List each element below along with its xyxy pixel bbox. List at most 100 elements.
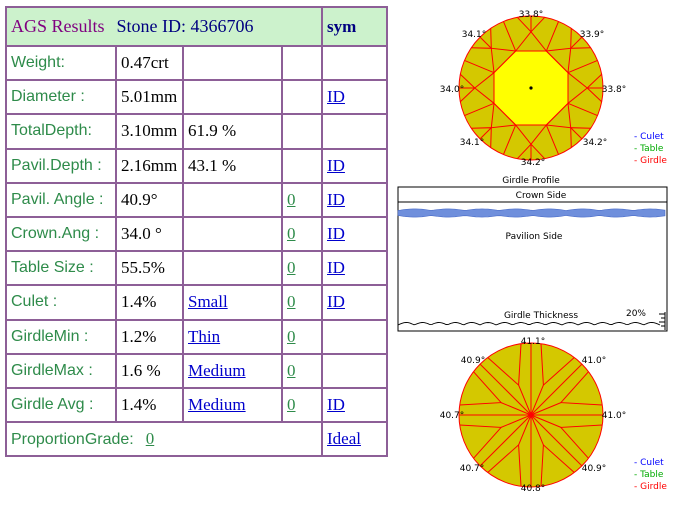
culet-desc-link[interactable]: Small <box>188 292 228 312</box>
row-culet: Culet : 1.4% Small 0 ID <box>5 284 388 321</box>
girdle-thickness-wave <box>397 322 661 326</box>
crown-diagram: 33.8° 34.1° 33.9° 34.0° 33.8° 34.1° 34.2… <box>440 10 627 168</box>
weight-label: Weight: <box>5 44 117 82</box>
crown-angle-top-right: 33.9° <box>580 30 605 40</box>
crown-angle-bottom-left: 34.1° <box>460 138 485 148</box>
results-title: AGS Results <box>11 16 105 36</box>
crown-facet-edge <box>502 124 517 155</box>
row-pavilangle: Pavil. Angle : 40.9° 0 ID <box>5 181 388 218</box>
pavilion-side-label: Pavilion Side <box>506 232 563 242</box>
crown-facet-edge <box>502 21 517 52</box>
crown-angle-bottom-right: 34.2° <box>583 138 608 148</box>
diameter-id-link[interactable]: ID <box>327 87 345 107</box>
crown-facet-edge <box>545 124 560 155</box>
pavilion-legend-table: - Table <box>634 470 664 480</box>
crown-facet-edge <box>545 21 560 52</box>
tablesize-id-link[interactable]: ID <box>327 258 345 278</box>
culet-id-link[interactable]: ID <box>327 292 345 312</box>
pavilion-facet-edge <box>500 402 532 416</box>
tablesize-grade-link[interactable]: 0 <box>287 258 296 278</box>
girdlemin-desc-link[interactable]: Thin <box>188 326 221 346</box>
pavilangle-id-link[interactable]: ID <box>327 189 345 209</box>
pavilion-diagram: 41.1° 40.9° 41.0° 40.7° 41.0° 40.7° 40.9… <box>440 337 627 494</box>
pavilion-main-facet <box>479 414 532 467</box>
row-crownang: Crown.Ang : 34.0 ° 0 ID <box>5 215 388 253</box>
row-pavildepth: Pavil.Depth : 2.16mm 43.1 % ID <box>5 147 388 184</box>
girdleavg-id-link[interactable]: ID <box>327 394 345 414</box>
pav-angle-bottom-left: 40.7° <box>460 464 485 474</box>
proportion-label: ProportionGrade: <box>11 431 134 449</box>
culet-dot <box>529 86 533 90</box>
culet-value: 1.4% <box>115 284 184 321</box>
crown-side-label: Crown Side <box>516 191 567 201</box>
crown-star-facet <box>473 71 495 105</box>
stone-id: Stone ID: 4366706 <box>116 16 254 36</box>
crown-upper-girdle-facet <box>471 127 492 148</box>
pavilion-main-facet <box>530 414 583 467</box>
row-diameter: Diameter : 5.01mm ID <box>5 79 388 116</box>
crown-legend-girdle: - Girdle <box>634 156 667 166</box>
crown-star-facet <box>545 47 572 74</box>
crown-facet-edge <box>567 102 598 117</box>
header-title-cell: AGS Results Stone ID: 4366706 <box>5 6 323 47</box>
girdlemax-value: 1.6 % <box>115 352 184 389</box>
crown-star-facet <box>567 71 589 105</box>
culet-grade-link[interactable]: 0 <box>287 292 296 312</box>
tablesize-label: Table Size : <box>5 250 117 287</box>
thickness-scale <box>659 312 666 330</box>
pavilion-main-facet <box>530 363 583 416</box>
totaldepth-percent: 61.9 % <box>182 113 283 150</box>
pavilion-facets <box>458 342 604 488</box>
row-girdlemax: GirdleMax : 1.6 % Medium 0 <box>5 352 388 389</box>
crown-facet-edge <box>567 59 598 74</box>
crown-star-facet <box>514 30 548 52</box>
pavilangle-value: 40.9° <box>115 181 184 218</box>
crownang-value: 34.0 ° <box>115 215 184 253</box>
crown-angle-left: 34.0° <box>440 85 465 95</box>
crown-upper-girdle-facet <box>570 28 591 49</box>
pav-angle-left: 40.7° <box>440 411 465 421</box>
girdlemin-grade-link[interactable]: 0 <box>287 326 296 346</box>
pavilion-legend-culet: - Culet <box>634 458 664 468</box>
crown-legend: - Culet - Table - Girdle <box>634 131 667 167</box>
diameter-label: Diameter : <box>5 79 117 116</box>
girdlemin-value: 1.2% <box>115 318 184 355</box>
girdleavg-value: 1.4% <box>115 386 184 424</box>
crown-star-facet <box>490 102 517 129</box>
girdlemax-desc-link[interactable]: Medium <box>188 360 246 380</box>
pavilion-facet-edge <box>530 414 544 446</box>
crown-upper-girdle-facet <box>471 28 492 49</box>
row-proportion: ProportionGrade: 0 Ideal <box>5 421 388 458</box>
pav-angle-bottom-right: 40.9° <box>582 464 607 474</box>
crown-legend-table: - Table <box>634 144 664 154</box>
crownang-id-link[interactable]: ID <box>327 224 345 244</box>
crown-facet-edge <box>570 36 583 49</box>
pav-angle-top-left: 40.9° <box>461 356 486 366</box>
crown-facet-edge <box>570 127 583 140</box>
sym-header: sym <box>327 16 357 36</box>
pavildepth-percent: 43.1 % <box>182 147 283 184</box>
totaldepth-value: 3.10mm <box>115 113 184 150</box>
proportion-ideal-link[interactable]: Ideal <box>327 429 361 449</box>
crown-facet-edge <box>464 59 495 74</box>
girdle-thickness-label: Girdle Thickness <box>504 311 578 321</box>
girdleavg-grade-link[interactable]: 0 <box>287 394 296 414</box>
weight-value: 0.47crt <box>115 44 184 82</box>
row-tablesize: Table Size : 55.5% 0 ID <box>5 250 388 287</box>
crownang-grade-link[interactable]: 0 <box>287 224 296 244</box>
pav-angle-right: 41.0° <box>602 411 627 421</box>
pavilion-legend: - Culet - Table - Girdle <box>634 457 667 493</box>
pavilion-main-facet <box>479 363 532 416</box>
crown-facet-edge <box>479 127 492 140</box>
pavilangle-grade-link[interactable]: 0 <box>287 189 296 209</box>
girdleavg-desc-link[interactable]: Medium <box>188 394 246 414</box>
girdlemin-label: GirdleMin : <box>5 318 117 355</box>
proportion-grade-link[interactable]: 0 <box>145 429 155 449</box>
girdlemax-grade-link[interactable]: 0 <box>287 360 296 380</box>
pavildepth-id-link[interactable]: ID <box>327 155 345 175</box>
pavilion-facet-edge <box>518 414 532 446</box>
crown-facet-edge <box>464 102 495 117</box>
pavilangle-label: Pavil. Angle : <box>5 181 117 218</box>
crown-star-facet <box>514 124 548 146</box>
pavilion-facet-edge <box>530 402 562 416</box>
